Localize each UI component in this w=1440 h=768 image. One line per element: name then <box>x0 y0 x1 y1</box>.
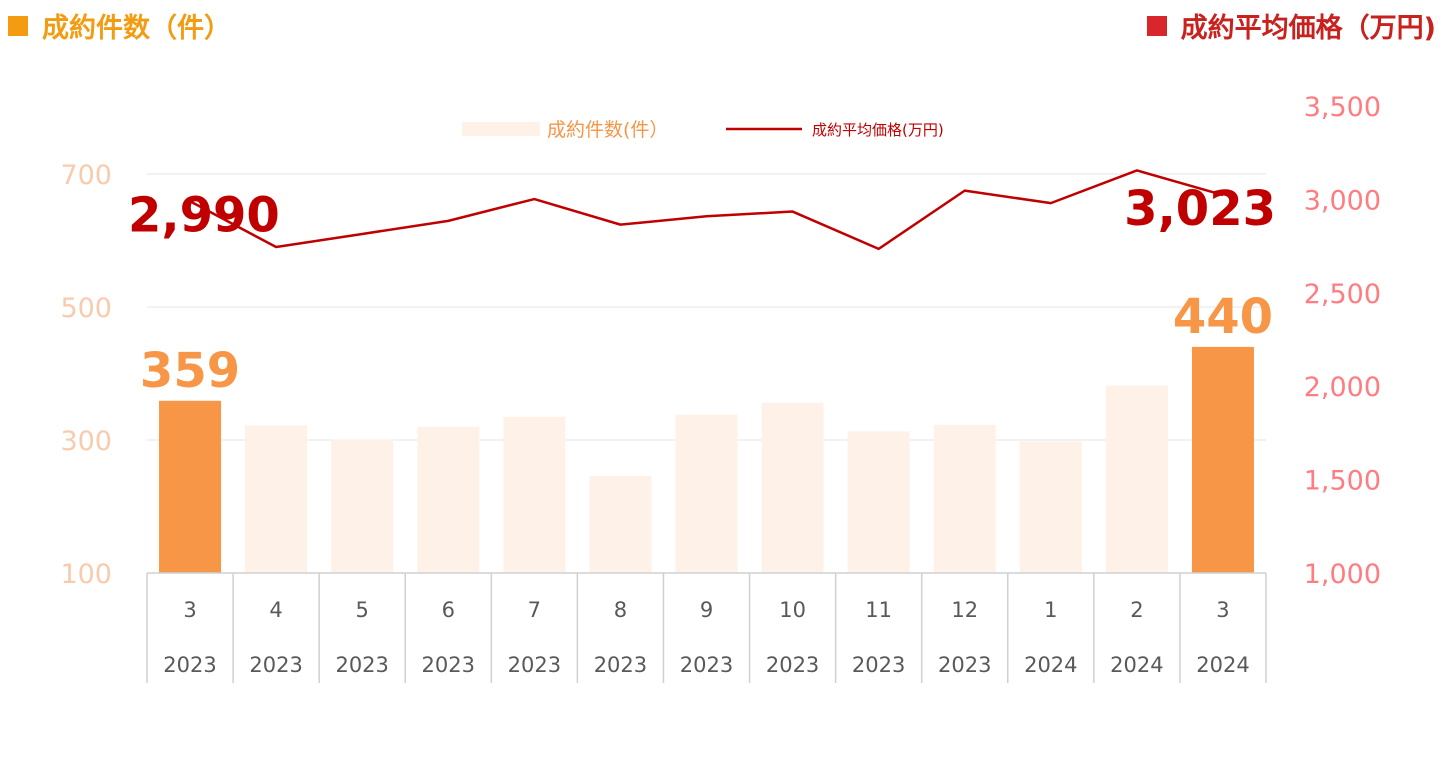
bar <box>331 439 394 573</box>
legend-swatch-bars <box>462 122 540 136</box>
right-axis-title: 成約平均価格（万円) <box>1146 6 1436 45</box>
right-tick-label: 2,000 <box>1304 372 1381 403</box>
x-tick-month: 11 <box>865 598 892 622</box>
bar <box>933 424 996 573</box>
bar <box>761 402 824 573</box>
gridlines <box>147 173 1266 441</box>
axes: 3 2023 4 2023 5 2023 6 2023 7 2023 8 2023 9 2023 10 202… <box>60 92 1381 683</box>
bar <box>245 425 308 573</box>
x-tick-month: 12 <box>951 598 978 622</box>
x-tick-year: 2023 <box>852 653 905 677</box>
bar <box>1191 346 1254 573</box>
x-tick-year: 2023 <box>938 653 991 677</box>
x-tick-year: 2023 <box>594 653 647 677</box>
legend-label-line: 成約平均価格(万円) <box>812 121 944 139</box>
bar-data-label: 359 <box>140 343 240 399</box>
bar <box>503 416 566 573</box>
x-tick-month: 9 <box>700 598 713 622</box>
legend-label-bars: 成約件数(件） <box>547 119 668 141</box>
x-tick-month: 3 <box>183 598 196 622</box>
x-tick-year: 2023 <box>422 653 475 677</box>
left-tick-label: 500 <box>60 293 112 324</box>
line-path <box>189 169 1224 251</box>
right-title-marker-icon <box>1146 15 1167 36</box>
x-tick-year: 2023 <box>508 653 561 677</box>
left-tick-label: 300 <box>60 426 112 457</box>
bar <box>417 426 480 573</box>
bar <box>1019 441 1082 573</box>
line-data-label: 3,023 <box>1124 181 1276 237</box>
right-title-text: 成約平均価格（万円) <box>1180 13 1436 44</box>
left-tick-label: 700 <box>60 160 112 191</box>
x-tick-year: 2024 <box>1196 653 1249 677</box>
x-tick-month: 2 <box>1130 598 1143 622</box>
data-labels: 359 440 2,990 3,023 <box>128 181 1276 399</box>
x-tick-month: 5 <box>356 598 369 622</box>
bar-series <box>159 346 1254 573</box>
bar-data-label: 440 <box>1173 289 1273 345</box>
bar <box>847 431 910 573</box>
bar <box>159 400 222 573</box>
x-tick-month: 10 <box>779 598 806 622</box>
right-tick-label: 1,500 <box>1304 466 1381 497</box>
x-tick-month: 7 <box>528 598 541 622</box>
right-tick-label: 3,000 <box>1304 185 1381 216</box>
right-tick-label: 3,500 <box>1304 92 1381 123</box>
line-data-label: 2,990 <box>128 187 280 243</box>
right-tick-label: 1,000 <box>1304 559 1381 590</box>
left-title-text: 成約件数（件） <box>42 13 231 44</box>
left-tick-label: 100 <box>60 559 112 590</box>
bar <box>589 475 652 573</box>
x-tick-month: 3 <box>1216 598 1229 622</box>
legend: 成約件数(件） 成約平均価格(万円) <box>462 119 944 141</box>
x-tick-year: 2024 <box>1110 653 1163 677</box>
x-tick-year: 2023 <box>249 653 302 677</box>
x-tick-year: 2024 <box>1024 653 1077 677</box>
x-tick-year: 2023 <box>766 653 819 677</box>
x-tick-month: 6 <box>442 598 455 622</box>
left-title-marker-icon <box>8 15 28 36</box>
x-tick-year: 2023 <box>335 653 388 677</box>
x-tick-year: 2023 <box>163 653 216 677</box>
x-tick-month: 1 <box>1044 598 1057 622</box>
line-series <box>189 169 1224 251</box>
x-tick-month: 4 <box>269 598 282 622</box>
right-tick-label: 2,500 <box>1304 279 1381 310</box>
x-tick-month: 8 <box>614 598 627 622</box>
x-tick-year: 2023 <box>680 653 733 677</box>
bar <box>1105 385 1168 573</box>
bar <box>675 414 738 573</box>
left-axis-title: 成約件数（件） <box>8 6 231 45</box>
